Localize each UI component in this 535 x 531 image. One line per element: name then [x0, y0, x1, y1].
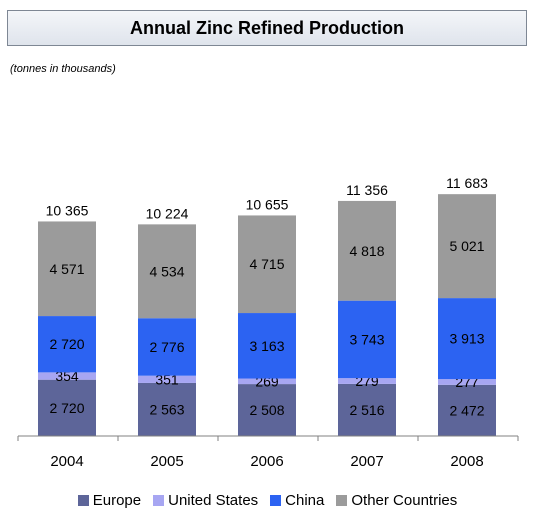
data-label-china-2005: 2 776 — [149, 339, 184, 355]
bar-other-countries-2004 — [38, 221, 96, 317]
bar-united-states-2008 — [438, 379, 496, 385]
data-label-china-2008: 3 913 — [449, 331, 484, 347]
data-label-other-countries-2005: 4 534 — [149, 263, 184, 279]
bar-other-countries-2006 — [238, 215, 296, 314]
data-label-europe-2007: 2 516 — [349, 402, 384, 418]
bar-united-states-2007 — [338, 378, 396, 384]
bar-china-2006 — [238, 313, 296, 379]
legend-label-china: China — [285, 491, 325, 509]
bar-other-countries-2005 — [138, 224, 196, 319]
data-label-europe-2006: 2 508 — [249, 402, 284, 418]
bar-europe-2004 — [38, 379, 96, 436]
legend-swatch-other-countries — [336, 494, 348, 506]
total-label-2005: 10 224 — [146, 205, 189, 221]
bar-united-states-2006 — [238, 378, 296, 385]
data-label-china-2006: 3 163 — [249, 338, 284, 354]
bar-china-2005 — [138, 318, 196, 376]
x-tick-label-2004: 2004 — [50, 453, 83, 470]
chart-subtitle: (tonnes in thousands) — [10, 63, 116, 75]
data-label-other-countries-2007: 4 818 — [349, 243, 384, 259]
legend-label-europe: Europe — [92, 491, 142, 509]
chart-title: Annual Zinc Refined Production — [130, 17, 404, 38]
bar-united-states-2005 — [138, 375, 196, 383]
bar-europe-2005 — [138, 382, 196, 436]
data-label-other-countries-2004: 4 571 — [49, 261, 84, 277]
bar-china-2008 — [438, 298, 496, 380]
x-tick-label-2006: 2006 — [250, 453, 283, 470]
bar-china-2007 — [338, 300, 396, 379]
legend-label-other-countries: Other Countries — [351, 491, 458, 509]
bar-europe-2007 — [338, 383, 396, 436]
legend-item-united-states: United States — [153, 492, 258, 509]
legend-swatch-united-states — [153, 494, 165, 506]
bar-china-2004 — [38, 316, 96, 373]
x-tick-label-2008: 2008 — [450, 453, 483, 470]
legend-swatch-europe — [77, 494, 89, 506]
bar-other-countries-2008 — [438, 194, 496, 299]
legend-label-united-states: United States — [168, 491, 259, 509]
total-label-2008: 11 683 — [446, 175, 488, 191]
bar-other-countries-2007 — [338, 200, 396, 301]
bar-europe-2008 — [438, 384, 496, 436]
legend-item-other-countries: Other Countries — [336, 492, 457, 509]
x-tick-label-2007: 2007 — [350, 453, 383, 470]
legend-swatch-china — [270, 494, 282, 506]
total-label-2004: 10 365 — [46, 202, 89, 218]
data-label-china-2007: 3 743 — [349, 331, 384, 347]
chart-legend: Europe United States China Other Countri… — [0, 489, 535, 511]
data-label-europe-2008: 2 472 — [449, 402, 484, 418]
bar-united-states-2004 — [38, 372, 96, 380]
data-label-other-countries-2006: 4 715 — [249, 256, 284, 272]
total-label-2006: 10 655 — [246, 196, 289, 212]
legend-item-china: China — [270, 492, 324, 509]
data-label-europe-2005: 2 563 — [149, 401, 184, 417]
legend-item-europe: Europe — [77, 491, 142, 509]
bar-europe-2006 — [238, 384, 296, 436]
data-label-europe-2004: 2 720 — [49, 400, 84, 416]
chart-title-box: Annual Zinc Refined Production — [7, 10, 527, 46]
data-label-china-2004: 2 720 — [49, 336, 84, 352]
x-tick-label-2005: 2005 — [150, 453, 183, 470]
data-label-other-countries-2008: 5 021 — [449, 238, 484, 254]
total-label-2007: 11 356 — [346, 182, 388, 198]
